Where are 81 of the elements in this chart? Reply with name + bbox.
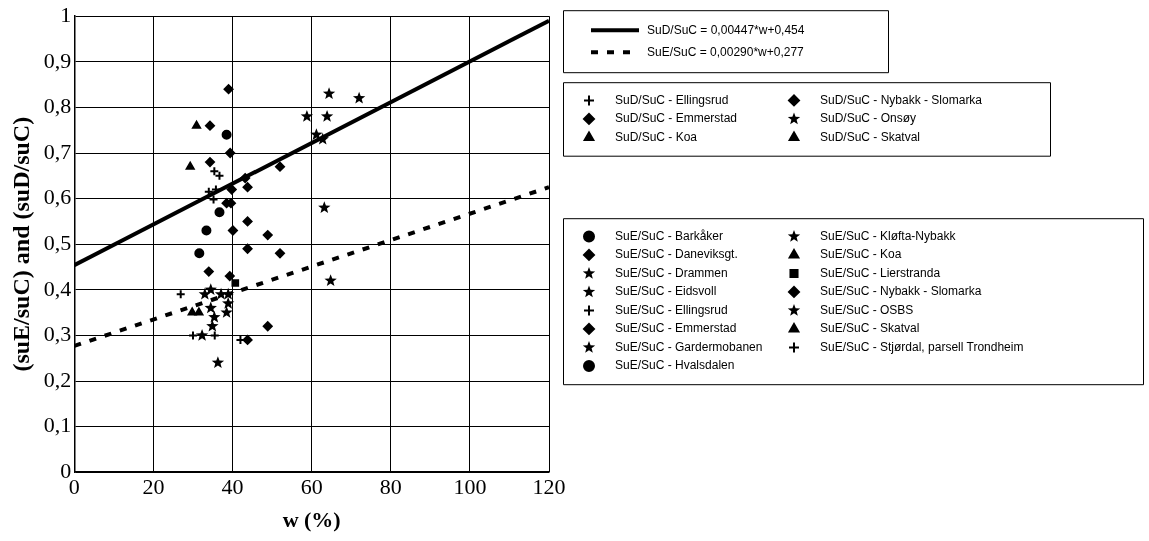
point [201, 225, 212, 236]
legend-label: SuE/SuC - Kløfta-Nybakk [820, 228, 957, 243]
legend-label: SuD/SuC - Onsøy [820, 111, 917, 126]
legend-label: SuE/SuC - OSBS [820, 302, 914, 317]
legend-label: SuD/SuC - Nybakk - Slomarka [820, 92, 983, 107]
legend-label: SuE/SuC - Lierstranda [820, 265, 941, 280]
legend-label: SuD/SuC = 0,00447*w+0,454 [647, 22, 805, 37]
point [231, 279, 240, 287]
point [221, 129, 232, 140]
legend-label: SuE/SuC - Nybakk - Slomarka [820, 284, 982, 299]
legend-label: SuE/SuC - Gardermobanen [615, 339, 763, 354]
legend-label: SuE/SuC - Emmerstad [615, 321, 737, 336]
legend-label: SuE/SuC - Barkåker [615, 228, 724, 243]
y-tick-label: 0,2 [43, 366, 72, 392]
point [242, 334, 253, 345]
point [275, 161, 285, 172]
y-tick-label: 0,1 [43, 412, 72, 438]
point [204, 157, 215, 168]
y-tick-label: 0,3 [43, 321, 72, 347]
point [198, 287, 212, 300]
y-axis-title: (suE/suC) and (suD/suC) [7, 116, 34, 372]
point [192, 120, 201, 129]
point [185, 161, 195, 170]
x-tick-label: 120 [532, 474, 566, 500]
point [194, 307, 204, 316]
point [224, 271, 235, 282]
legend-label: SuD/SuC - Ellingsrud [615, 92, 729, 107]
x-tick-label: 80 [379, 474, 402, 500]
point [262, 321, 273, 332]
point [316, 132, 329, 145]
x-tick-label: 60 [300, 474, 323, 500]
point [352, 91, 366, 104]
point [208, 310, 221, 323]
point [226, 184, 237, 195]
y-tick-label: 0,9 [43, 47, 72, 73]
point [194, 248, 205, 259]
point [222, 296, 235, 309]
point [300, 110, 314, 122]
x-tick-label: 40 [221, 474, 244, 500]
point [203, 266, 214, 277]
y-tick-label: 0,6 [43, 184, 72, 210]
y-tick-label: 1 [60, 1, 72, 27]
legend-label: SuD/SuC - Koa [615, 129, 698, 144]
x-axis-title: w (%) [282, 507, 341, 533]
point [242, 243, 253, 254]
point [204, 301, 217, 314]
point [222, 287, 235, 300]
legend-label: SuD/SuC - Emmerstad [615, 111, 738, 126]
point [322, 87, 336, 99]
legend-label: SuE/SuC - Koa [820, 247, 902, 262]
point [324, 274, 337, 286]
y-tick-label: 0,7 [43, 138, 72, 164]
point [187, 307, 197, 316]
point [320, 110, 334, 122]
point [220, 306, 233, 318]
legend-label: SuE/SuC - Stjørdal, parsell Trondheim [820, 339, 1024, 354]
legend-label: SuE/SuC = 0,00290*w+0,277 [647, 44, 805, 59]
y-tick-label: 0,8 [43, 93, 72, 119]
point [211, 356, 225, 369]
x-tick-label: 20 [142, 474, 165, 500]
y-tick-label: 0,5 [43, 229, 72, 255]
point [214, 207, 225, 218]
point [275, 248, 285, 259]
legend-label: SuE/SuC - Drammen [615, 265, 728, 280]
point [242, 216, 253, 227]
point [227, 225, 238, 236]
x-tick-label: 100 [453, 474, 487, 500]
point [262, 230, 273, 241]
legend-label: SuE/SuC - Skatval [820, 321, 920, 336]
point [204, 120, 215, 131]
point [225, 148, 236, 158]
legend-label: SuE/SuC - Eidsvoll [615, 284, 717, 299]
y-tick-label: 0,4 [43, 275, 72, 301]
point [318, 201, 331, 213]
legend-label: SuD/SuC - Skatval [820, 129, 921, 144]
point [195, 328, 209, 341]
legend-label: SuE/SuC - Hvalsdalen [615, 358, 735, 373]
legend-label: SuE/SuC - Daneviksgt. [615, 247, 738, 262]
legend-label: SuE/SuC - Ellingsrud [615, 302, 728, 317]
point [242, 182, 253, 193]
point [223, 84, 234, 95]
